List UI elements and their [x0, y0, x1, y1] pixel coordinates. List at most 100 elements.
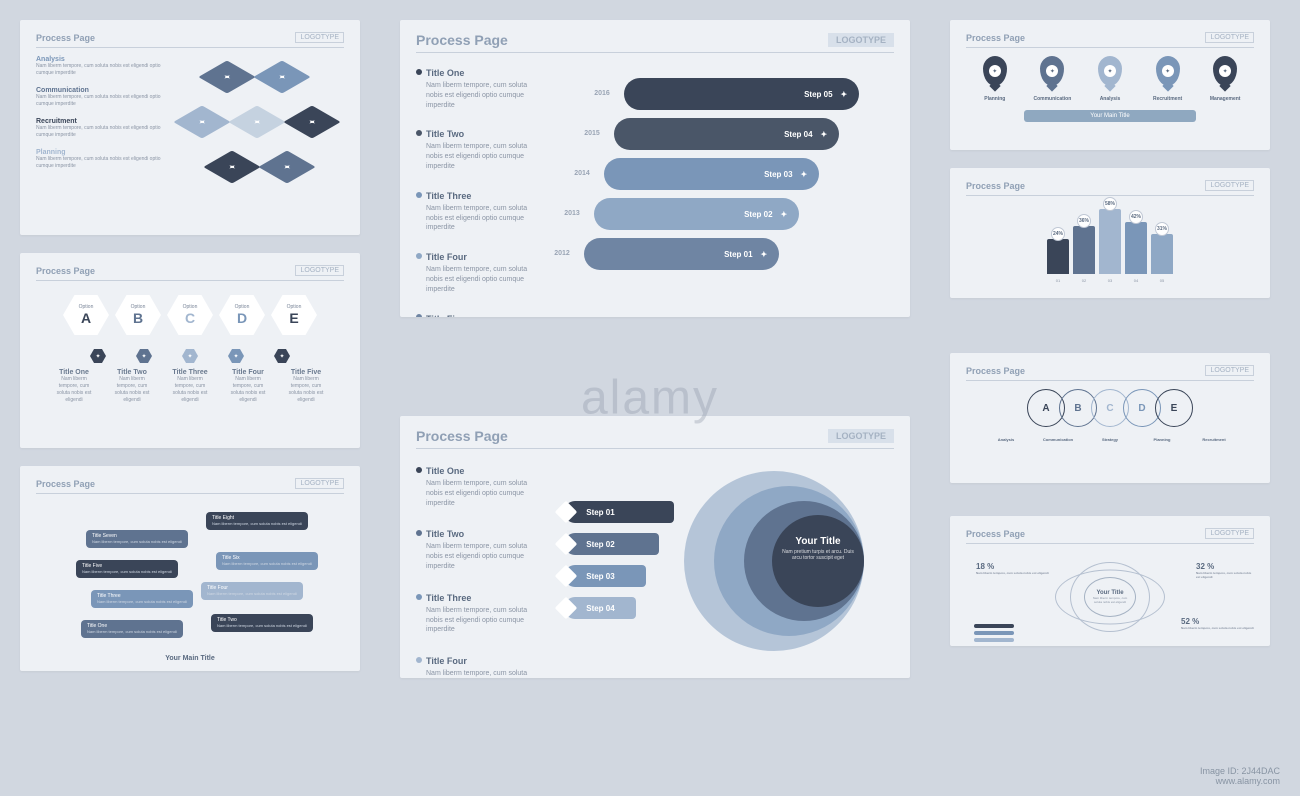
step-year: 2016	[594, 90, 610, 97]
hex-letter: E	[289, 310, 298, 326]
bullet-icon	[416, 130, 422, 136]
cube-icon: ✦	[254, 60, 311, 93]
hex-mini-icon: ✦	[182, 349, 198, 363]
tree-node: Title FiveNam liberm tempore, cum soluta…	[76, 560, 178, 578]
logotype: LOGOTYPE	[1205, 180, 1254, 191]
hexagon-option: OptionA	[63, 295, 109, 335]
circle-label: Recruitment	[1196, 437, 1232, 442]
hex-title: Title One	[52, 369, 96, 376]
slide-header: Process Page LOGOTYPE	[416, 32, 894, 53]
step-text-block: Title Three Nam liberm tempore, cum solut…	[416, 186, 544, 233]
section-block: CommunicationNam liberm tempore, cum sol…	[36, 87, 169, 108]
hexagon-option: OptionE	[271, 295, 317, 335]
section-text: Nam liberm tempore, cum soluta nobis est…	[36, 156, 169, 170]
slide-circle-steps: Process Page LOGOTYPE Title OneNam liber…	[400, 416, 910, 678]
tree-node-text: Nam liberm tempore, cum soluta nobis est…	[212, 521, 302, 527]
hex-mini-icon: ✦	[90, 349, 106, 363]
step-text-block: Title TwoNam liberm tempore, cum soluta …	[416, 124, 544, 171]
step-bar: Step 03 ✦	[604, 158, 819, 190]
cube-icon: ✦	[199, 60, 256, 93]
page-title: Process Page	[966, 529, 1025, 539]
step-icon: ✦	[821, 130, 828, 139]
pin-icon: ✦	[1213, 56, 1237, 86]
stock-id: Image ID: 2J44DAC www.alamy.com	[1200, 766, 1280, 786]
step-text: Nam liberm tempore, cum soluta nobis est…	[426, 142, 544, 171]
slide-pins: Process Page LOGOTYPE ✦✦✦✦✦ PlanningComm…	[950, 20, 1270, 150]
orbit-percent: 32 %Nam liberm tempore, cum soluta nobis…	[1196, 562, 1254, 579]
pin-label: Recruitment	[1148, 96, 1188, 102]
step-title: Title One	[426, 68, 464, 78]
slide-header: Process Page LOGOTYPE	[36, 32, 344, 48]
page-title: Process Page	[966, 366, 1025, 376]
hex-letter: D	[237, 310, 247, 326]
chart-bar: 58%	[1099, 209, 1121, 274]
step-label: Step 03	[764, 170, 792, 179]
step-text-block: Title FourNam liberm tempore, cum soluta…	[416, 651, 544, 678]
step-text-block: Title ThreeNam liberm tempore, cum solut…	[416, 588, 544, 635]
hex-title: Title Three	[168, 369, 212, 376]
logotype: LOGOTYPE	[1205, 528, 1254, 539]
tree-node: Title SevenNam liberm tempore, cum solut…	[86, 530, 188, 548]
orbit-bar	[974, 638, 1014, 642]
step-label: Step 02	[744, 210, 772, 219]
tree-node-text: Nam liberm tempore, cum soluta nobis est…	[92, 539, 182, 545]
logotype: LOGOTYPE	[295, 478, 344, 489]
orbit-text: Nam liberm tempore, cum soluta nobis est…	[976, 571, 1049, 575]
hex-mini-icon: ✦	[228, 349, 244, 363]
pin-icon: ✦	[1156, 56, 1180, 86]
section-block: AnalysisNam liberm tempore, cum soluta n…	[36, 56, 169, 77]
step-text-block: Title FiveNam liberm tempore, cum soluta…	[416, 309, 544, 317]
tree-node-text: Nam liberm tempore, cum soluta nobis est…	[97, 599, 187, 605]
logotype: LOGOTYPE	[1205, 365, 1254, 376]
bar-label: 02	[1073, 278, 1095, 283]
hex-title-block: Title ThreeNam liberm tempore, cum solut…	[168, 369, 212, 404]
cube-icon: ✦	[204, 150, 261, 183]
tree-main-title: Your Main Title	[165, 655, 215, 662]
slide-header: Process Page LOGOTYPE	[966, 365, 1254, 381]
hex-text: Nam liberm tempore, cum soluta nobis est…	[284, 376, 328, 404]
logotype: LOGOTYPE	[1205, 32, 1254, 43]
pin-inner-icon: ✦	[1219, 65, 1231, 77]
section-title: Communication	[36, 87, 169, 94]
step-title: Title Two	[426, 529, 464, 539]
slide-cubes: Process Page LOGOTYPE AnalysisNam liberm…	[20, 20, 360, 235]
orbit-text: Nam liberm tempore, cum soluta nobis est…	[1181, 626, 1254, 630]
step-icon: ✦	[801, 170, 808, 179]
slide-hexagons: Process Page LOGOTYPE OptionAOptionBOpti…	[20, 253, 360, 448]
bullet-icon	[416, 69, 422, 75]
hex-title-block: Title OneNam liberm tempore, cum soluta …	[52, 369, 96, 404]
pin-label: Management	[1205, 96, 1245, 102]
bar-percent: 58%	[1103, 197, 1117, 211]
slide-header: Process Page LOGOTYPE	[36, 265, 344, 281]
step-title: Title Five	[426, 314, 465, 317]
bar-label: 04	[1125, 278, 1147, 283]
section-title: Planning	[36, 149, 169, 156]
step-icon: ✦	[781, 210, 788, 219]
pin-icon: ✦	[983, 56, 1007, 86]
cube-icon: ✦	[174, 105, 231, 138]
step-text: Nam liberm tempore, cum soluta nobis est…	[426, 204, 544, 233]
circle-center: Your TitleNam pretium turpis et arcu. Du…	[782, 536, 854, 561]
pin-icon: ✦	[1040, 56, 1064, 86]
step-bar: Step 01 ✦	[584, 238, 779, 270]
page-title: Process Page	[36, 33, 95, 43]
page-title: Process Page	[36, 479, 95, 489]
section-block: PlanningNam liberm tempore, cum soluta n…	[36, 149, 169, 170]
hex-text: Nam liberm tempore, cum soluta nobis est…	[110, 376, 154, 404]
circle-label: Planning	[1144, 437, 1180, 442]
slide-header: Process Page LOGOTYPE	[966, 528, 1254, 544]
orbit-sub: Nam liberm tempore, cum soluta nobis est…	[1085, 596, 1135, 604]
cube-icon: ✦	[284, 105, 341, 138]
step-title: Title Three	[426, 191, 471, 201]
orbit-center: Your Title Nam liberm tempore, cum solut…	[1084, 577, 1136, 617]
step-title: Title Three	[426, 593, 471, 603]
slide-header: Process Page LOGOTYPE	[36, 478, 344, 494]
logotype: LOGOTYPE	[295, 265, 344, 276]
step-tab: Step 03	[564, 565, 646, 587]
orbit-percent: 52 %Nam liberm tempore, cum soluta nobis…	[1181, 617, 1254, 630]
hex-title-block: Title TwoNam liberm tempore, cum soluta …	[110, 369, 154, 404]
circle-label: Communication	[1040, 437, 1076, 442]
slide-orbit: Process Page LOGOTYPE Your Title Nam lib…	[950, 516, 1270, 646]
page-title: Process Page	[416, 32, 508, 48]
logotype: LOGOTYPE	[295, 32, 344, 43]
